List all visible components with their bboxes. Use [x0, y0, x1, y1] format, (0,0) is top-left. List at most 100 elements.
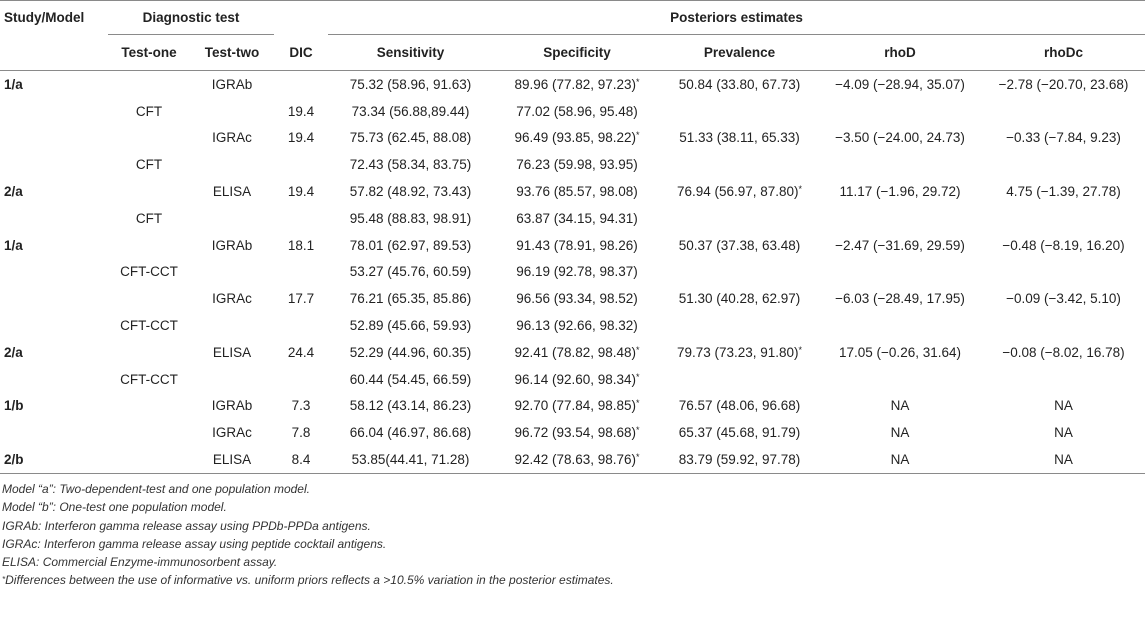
cell-dic: 7.3	[274, 393, 328, 420]
cell-study	[0, 125, 108, 152]
cell-test-one-text: CFT-CCT	[120, 371, 178, 387]
cell-rhod: NA	[818, 393, 982, 420]
cell-study-text: 1/a	[4, 76, 23, 92]
cell-test-two	[190, 259, 274, 286]
cell-rhod: −4.09 (−28.94, 35.07)	[818, 71, 982, 98]
cell-rhodc: 4.75 (−1.39, 27.78)	[982, 178, 1145, 205]
cell-sensitivity: 72.43 (58.34, 83.75)	[328, 151, 493, 178]
note-asterisk: *Differences between the use of informat…	[2, 571, 1145, 589]
cell-dic-text: 19.4	[287, 130, 315, 146]
cell-specificity-asterisk: *	[636, 452, 640, 463]
cell-rhod-text: NA	[890, 425, 910, 441]
cell-prevalence: 76.57 (48.06, 96.68)	[661, 393, 818, 420]
table-notes: Model “a”: Two-dependent-test and one po…	[0, 480, 1145, 590]
cell-rhodc: −0.09 (−3.42, 5.10)	[982, 285, 1145, 312]
cell-rhod	[818, 366, 982, 393]
cell-specificity: 96.14 (92.60, 98.34)*	[493, 366, 661, 393]
cell-rhodc-text: NA	[1054, 452, 1073, 468]
cell-specificity-text: 91.43 (78.91, 98.26)	[516, 237, 638, 253]
cell-test-one	[108, 285, 190, 312]
cell-prevalence: 51.33 (38.11, 65.33)	[661, 125, 818, 152]
cell-dic-text: 17.7	[287, 291, 315, 307]
cell-test-one	[108, 232, 190, 259]
cell-test-two: IGRAb	[190, 232, 274, 259]
header-dic: DIC	[289, 44, 313, 60]
header-rhodc: rhoDc	[1043, 45, 1083, 60]
cell-study: 2/b	[0, 446, 108, 473]
cell-test-two-text: IGRAb	[211, 237, 253, 253]
cell-rhod: NA	[818, 419, 982, 446]
cell-prevalence	[661, 98, 818, 125]
cell-rhodc-text: −0.33 (−7.84, 9.23)	[1006, 130, 1121, 146]
cell-dic-text: 24.4	[287, 344, 315, 360]
cell-dic	[274, 366, 328, 393]
cell-test-two-text: ELISA	[212, 344, 252, 360]
cell-specificity: 63.87 (34.15, 94.31)	[493, 205, 661, 232]
cell-dic-text: 19.4	[287, 103, 315, 119]
header-spacer	[274, 1, 328, 35]
cell-specificity-text: 92.42 (78.63, 98.76)	[514, 452, 637, 468]
cell-rhod: 17.05 (−0.26, 31.64)	[818, 339, 982, 366]
table-container: Study/Model Diagnostic test Posteriors e…	[0, 0, 1145, 590]
cell-rhodc-text: −0.48 (−8.19, 16.20)	[1002, 237, 1125, 253]
table-row: 2/a ELISA 19.4 57.82 (48.92, 73.43) 93.76 (8…	[0, 178, 1145, 205]
header-rhod: rhoD	[884, 45, 916, 60]
cell-specificity-text: 93.76 (85.57, 98.08)	[516, 184, 638, 200]
cell-rhodc-text: NA	[1054, 425, 1073, 441]
cell-dic: 8.4	[274, 446, 328, 473]
cell-specificity-text: 92.41 (78.82, 98.48)	[514, 344, 637, 360]
cell-dic-text: 7.8	[291, 425, 311, 441]
cell-study-text: 2/a	[4, 344, 23, 360]
header-test-one: Test-one	[121, 45, 177, 60]
cell-test-one	[108, 71, 190, 98]
cell-prevalence-text: 51.33 (38.11, 65.33)	[679, 130, 800, 146]
cell-rhod	[818, 205, 982, 232]
cell-study-text: 1/a	[4, 237, 23, 253]
table-row: 1/b IGRAb 7.3 58.12 (43.14, 86.23) 92.70 (77…	[0, 393, 1145, 420]
table-row: IGRAc 7.8 66.04 (46.97, 86.68) 96.72 (93.54…	[0, 419, 1145, 446]
cell-test-one-text: CFT	[135, 103, 163, 119]
cell-test-two	[190, 366, 274, 393]
cell-sensitivity-text: 58.12 (43.14, 86.23)	[349, 398, 472, 414]
cell-specificity-text: 76.23 (59.98, 93.95)	[516, 157, 638, 173]
cell-test-two	[190, 312, 274, 339]
cell-dic	[274, 71, 328, 98]
cell-prevalence-text: 51.30 (40.28, 62.97)	[678, 291, 801, 307]
cell-sensitivity-text: 66.04 (46.97, 86.68)	[349, 425, 472, 441]
cell-test-two: IGRAc	[190, 285, 274, 312]
cell-sensitivity-text: 57.82 (48.92, 73.43)	[349, 184, 472, 200]
cell-study	[0, 98, 108, 125]
cell-prevalence: 65.37 (45.68, 91.79)	[661, 419, 818, 446]
cell-test-one: CFT-CCT	[108, 312, 190, 339]
cell-study	[0, 205, 108, 232]
cell-test-one	[108, 178, 190, 205]
cell-rhod	[818, 151, 982, 178]
cell-study	[0, 419, 108, 446]
cell-specificity-text: 96.72 (93.54, 98.68)	[514, 425, 637, 441]
cell-specificity: 96.56 (93.34, 98.52)	[493, 285, 661, 312]
cell-sensitivity: 95.48 (88.83, 98.91)	[328, 205, 493, 232]
cell-sensitivity: 52.29 (44.96, 60.35)	[328, 339, 493, 366]
cell-test-two: IGRAb	[190, 393, 274, 420]
cell-study	[0, 285, 108, 312]
cell-prevalence: 50.37 (37.38, 63.48)	[661, 232, 818, 259]
table-bottom-rule	[0, 472, 1145, 474]
cell-rhod-text: NA	[890, 398, 910, 414]
cell-prevalence	[661, 366, 818, 393]
cell-sensitivity-text: 53.27 (45.76, 60.59)	[349, 264, 472, 280]
cell-rhod-text: −6.03 (−28.49, 17.95)	[835, 291, 965, 307]
cell-rhodc: −2.78 (−20.70, 23.68)	[982, 71, 1145, 98]
cell-rhodc	[982, 205, 1145, 232]
cell-rhodc: −0.33 (−7.84, 9.23)	[982, 125, 1145, 152]
header-posteriors: Posteriors estimates	[328, 0, 1145, 35]
cell-test-one: CFT-CCT	[108, 259, 190, 286]
cell-specificity-text: 96.49 (93.85, 98.22)	[514, 130, 637, 146]
table-row: CFT 95.48 (88.83, 98.91) 63.87 (34.15, 94.…	[0, 205, 1145, 232]
table-row: 1/a IGRAb 18.1 78.01 (62.97, 89.53) 91.43 (7…	[0, 232, 1145, 259]
note-model-a: Model “a”: Two-dependent-test and one po…	[2, 481, 310, 496]
cell-rhodc	[982, 366, 1145, 393]
cell-rhodc-text: −0.08 (−8.02, 16.78)	[1002, 344, 1125, 360]
cell-sensitivity: 60.44 (54.45, 66.59)	[328, 366, 493, 393]
cell-rhodc	[982, 151, 1145, 178]
table-row: CFT-CCT 53.27 (45.76, 60.59) 96.19 (92.78,…	[0, 259, 1145, 286]
